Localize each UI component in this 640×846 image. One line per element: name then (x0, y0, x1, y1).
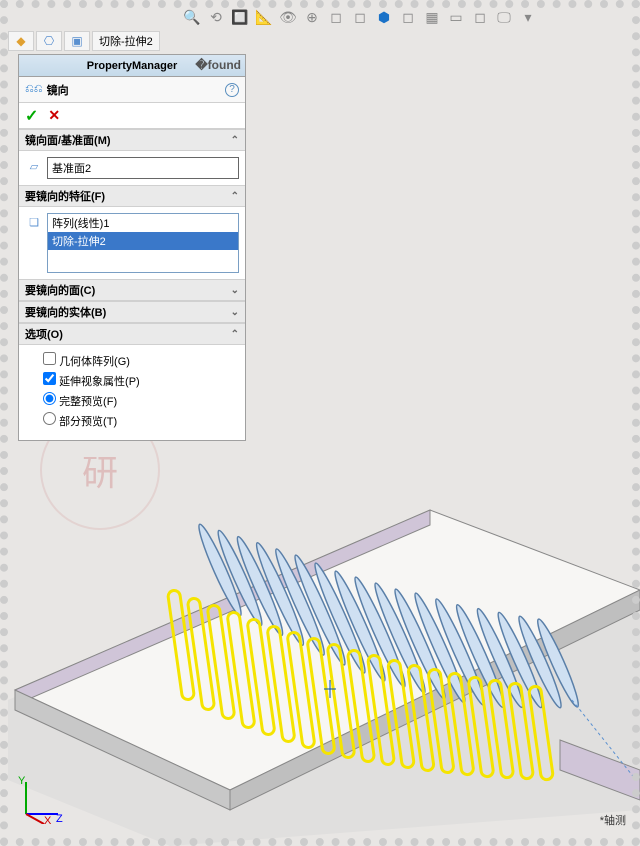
section-faces[interactable]: 要镜向的面(C)⌄ (19, 279, 245, 301)
axis-triad: Y Z X (16, 774, 66, 824)
help-icon[interactable]: ? (225, 83, 239, 97)
tb-view1[interactable]: 📐 (254, 7, 274, 27)
tb-screen[interactable]: 🖵 (494, 7, 514, 27)
pm-title: PropertyManager�found (19, 55, 245, 77)
tb-view2[interactable]: 👁 (278, 7, 298, 27)
tb-display[interactable]: ⊕ (302, 7, 322, 27)
section-features[interactable]: 要镜向的特征(F)⌃ (19, 185, 245, 207)
list-item[interactable]: 阵列(线性)1 (48, 214, 238, 232)
crumb-feat-icon[interactable]: ▣ (64, 31, 90, 51)
mirror-icon: ⎌⎌ (25, 83, 43, 96)
opt-full[interactable]: 完整预览(F) (43, 392, 239, 409)
crumb-body-icon[interactable]: ⎔ (36, 31, 62, 51)
tb-more[interactable]: ▾ (518, 7, 538, 27)
features-list[interactable]: 阵列(线性)1 切除-拉伸2 (47, 213, 239, 273)
section-bodies[interactable]: 要镜向的实体(B)⌄ (19, 301, 245, 323)
tb-app[interactable]: ◻ (470, 7, 490, 27)
breadcrumb: ◆ ⎔ ▣ 切除-拉伸2 (8, 30, 160, 52)
features-icon: ❏ (25, 213, 43, 231)
pin-icon[interactable]: �found (195, 58, 241, 72)
cancel-button[interactable]: ✕ (48, 107, 60, 124)
tb-style2[interactable]: ◻ (350, 7, 370, 27)
crumb-part-icon[interactable]: ◆ (8, 31, 34, 51)
view-toolbar: 🔍 ⟲ 🔲 📐 👁 ⊕ ◻ ◻ ⬢ ◻ ▦ ▭ ◻ 🖵 ▾ (8, 6, 632, 28)
plane-icon: ▱ (25, 157, 43, 175)
tb-rotate[interactable]: ⟲ (206, 7, 226, 27)
section-options[interactable]: 选项(O)⌃ (19, 323, 245, 345)
opt-geom[interactable]: 几何体阵列(G) (43, 352, 239, 369)
mirror-face-input[interactable]: 基准面2 (47, 157, 239, 179)
svg-text:Z: Z (56, 813, 63, 824)
tb-section[interactable]: 🔲 (230, 7, 250, 27)
tb-style1[interactable]: ◻ (326, 7, 346, 27)
tb-grid[interactable]: ▦ (422, 7, 442, 27)
svg-text:Y: Y (18, 775, 26, 787)
tb-scene[interactable]: ▭ (446, 7, 466, 27)
list-item[interactable]: 切除-拉伸2 (48, 232, 238, 250)
tb-hide[interactable]: ◻ (398, 7, 418, 27)
crumb-feature[interactable]: 切除-拉伸2 (92, 31, 160, 51)
feature-name: 镜向 (47, 82, 69, 98)
svg-text:X: X (44, 815, 52, 824)
view-label: *轴测 (600, 812, 626, 828)
ok-button[interactable]: ✓ (25, 106, 38, 126)
opt-visual[interactable]: 延伸视象属性(P) (43, 372, 239, 389)
tb-shade[interactable]: ⬢ (374, 7, 394, 27)
section-mirror-face[interactable]: 镜向面/基准面(M)⌃ (19, 129, 245, 151)
opt-partial[interactable]: 部分预览(T) (43, 412, 239, 429)
tb-zoom[interactable]: 🔍 (182, 7, 202, 27)
property-manager: PropertyManager�found ⎌⎌ 镜向 ? ✓ ✕ 镜向面/基准… (18, 54, 246, 441)
